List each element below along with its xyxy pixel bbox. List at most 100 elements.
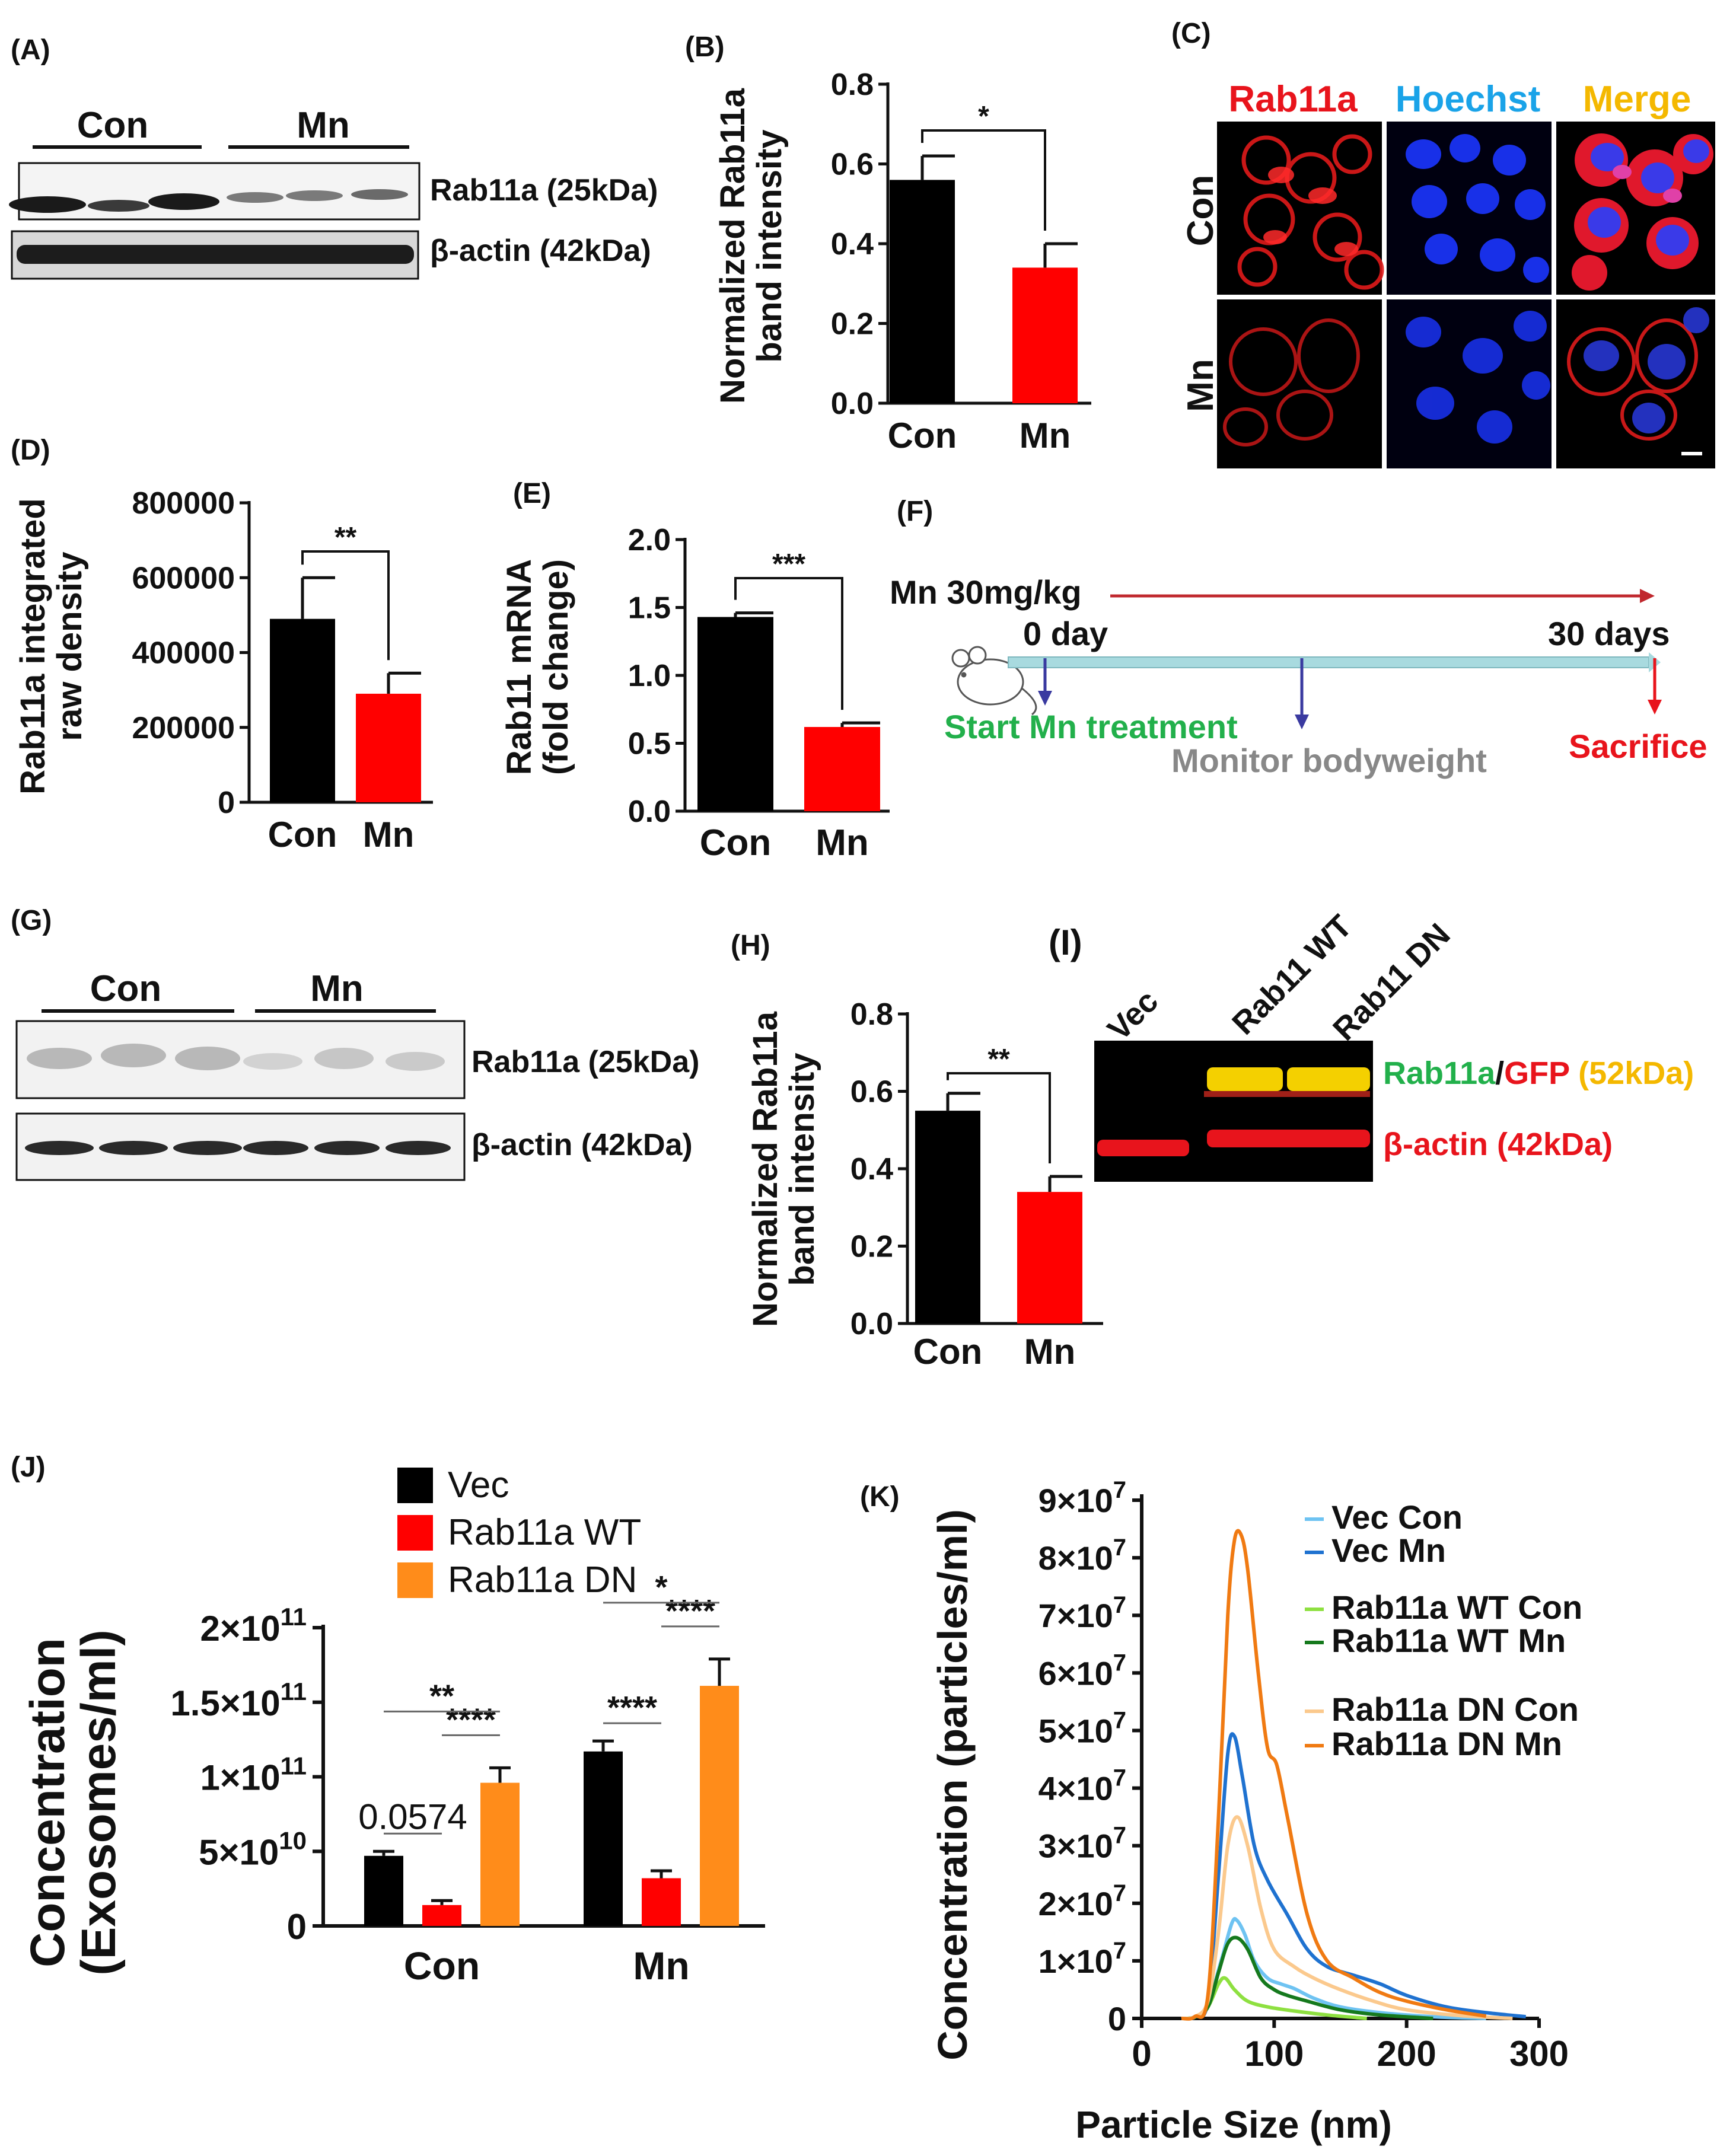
panel-j-category-label: Mn bbox=[633, 1944, 689, 1988]
panel-a: (A) Con Mn Rab11a (25kDa) β-actin (42kDa… bbox=[9, 34, 658, 280]
panel-j-significance: * bbox=[655, 1570, 667, 1605]
panel-k-tick-exponent: 7 bbox=[1113, 1765, 1126, 1791]
panel-c-row-con: Con bbox=[1180, 175, 1221, 247]
panel-k-plot: 01×1072×1073×1074×1075×1076×1077×1078×10… bbox=[1038, 1477, 1569, 2074]
panel-j-significance: **** bbox=[665, 1593, 715, 1629]
panel-b-ylabel: Normalized Rab11a band intensity bbox=[713, 88, 789, 404]
panel-j-legend-label: Vec bbox=[448, 1465, 509, 1506]
panel-f-end-label: 30 days bbox=[1548, 615, 1670, 652]
panel-k-tick-label: 9×107 bbox=[1038, 1477, 1126, 1519]
panel-k-series-vec-mn bbox=[1181, 1732, 1526, 2021]
panel-j-tick-base: 2×10 bbox=[200, 1609, 280, 1648]
panel-h-ylabel-line2: band intensity bbox=[783, 1053, 821, 1286]
panel-i-band-vec-actin bbox=[1097, 1140, 1189, 1156]
panel-d-tick-label: 0 bbox=[218, 786, 235, 820]
panel-f-label: (F) bbox=[897, 496, 933, 527]
panel-k-series-rab11a-dn-mn bbox=[1181, 1529, 1487, 2021]
panel-j-tick-base: 1.5×10 bbox=[170, 1683, 280, 1723]
panel-j-tick-exponent: 10 bbox=[279, 1826, 307, 1854]
panel-j-tick-label: 5×1010 bbox=[199, 1826, 307, 1872]
panel-b-bar-mn bbox=[1012, 267, 1078, 403]
panel-a-rab11a-blot bbox=[18, 162, 420, 221]
panel-k-legend-label: Vec Mn bbox=[1331, 1532, 1446, 1569]
panel-j-legend-label: Rab11a WT bbox=[448, 1512, 641, 1553]
panel-i-band-dn-gfp bbox=[1287, 1067, 1370, 1091]
panel-k-tick-base: 8×10 bbox=[1038, 1539, 1113, 1577]
panel-d-tick-label: 600000 bbox=[132, 561, 235, 595]
panel-k-tick-label: 8×107 bbox=[1038, 1535, 1126, 1577]
panel-i-band-wt-gfp bbox=[1207, 1067, 1283, 1091]
panel-b-ylabel-line2: band intensity bbox=[750, 129, 789, 362]
panel-a-group-con: Con bbox=[77, 105, 149, 146]
panel-b-tick-label: 0.4 bbox=[831, 227, 874, 261]
panel-k-tick-label: 6×107 bbox=[1038, 1650, 1126, 1692]
panel-k-tick-base: 0 bbox=[1108, 2000, 1126, 2037]
panel-b-plot: 0.0 0.2 0.4 0.6 0.8 Con Mn * bbox=[831, 68, 1091, 455]
panel-k-tick-exponent: 7 bbox=[1113, 1707, 1126, 1733]
panel-d-ylabel: Rab11a integrated raw density bbox=[14, 498, 89, 795]
panel-j-tick-label: 2×1011 bbox=[200, 1603, 307, 1648]
panel-j-bar bbox=[364, 1855, 403, 1926]
panel-i-band-glow bbox=[1204, 1091, 1370, 1097]
panel-j-legend-swatch bbox=[397, 1515, 433, 1551]
panel-k-tick-base: 5×10 bbox=[1038, 1712, 1113, 1749]
panel-b-label: (B) bbox=[685, 31, 725, 63]
panel-k-series-rab11a-wt-mn bbox=[1181, 1935, 1433, 2021]
panel-h-plot: 0.0 0.2 0.4 0.6 0.8 Con Mn ** bbox=[850, 997, 1103, 1372]
panel-e-category-label: Mn bbox=[815, 822, 869, 863]
panel-d-significance-bracket bbox=[301, 550, 390, 661]
panel-e-bar-mn bbox=[804, 727, 880, 811]
panel-c-con-nuclei bbox=[1406, 134, 1549, 283]
panel-d-tick-label: 400000 bbox=[132, 636, 235, 671]
panel-i-band-wt-dn-actin bbox=[1207, 1130, 1370, 1147]
panel-j-tick-base: 0 bbox=[287, 1907, 307, 1947]
panel-f-dose-arrowhead bbox=[1640, 589, 1655, 603]
panel-i-lane-vec: Vec bbox=[1101, 983, 1165, 1047]
panel-d-category-label: Con bbox=[268, 815, 337, 854]
panel-a-actin-band bbox=[17, 245, 414, 264]
panel-d: (D) Rab11a integrated raw density 0 20000… bbox=[11, 435, 433, 854]
panel-f-dose: Mn 30mg/kg bbox=[890, 573, 1082, 611]
mouse-icon bbox=[951, 646, 1037, 716]
panel-f-step-monitor: Monitor bodyweight bbox=[1171, 742, 1487, 779]
panel-e-plot: 0.0 0.5 1.0 1.5 2.0 Con Mn *** bbox=[628, 523, 890, 863]
panel-k-ylabel: Concentration (particles/ml) bbox=[929, 1509, 976, 2061]
panel-a-band-label-actin: β-actin (42kDa) bbox=[430, 234, 651, 268]
panel-g-band-label-actin: β-actin (42kDa) bbox=[472, 1128, 693, 1162]
panel-j-tick-exponent: 11 bbox=[281, 1752, 307, 1780]
panel-c-row-mn: Mn bbox=[1180, 359, 1221, 412]
panel-c-tile-mn-rab11a bbox=[1217, 299, 1382, 468]
panel-c-channel-rab11a: Rab11a bbox=[1228, 79, 1358, 120]
panel-k-tick-exponent: 7 bbox=[1113, 1535, 1126, 1561]
panel-c-con-rab11a-puncta bbox=[1263, 167, 1358, 256]
panel-e-ylabel-line1: Rab11 mRNA bbox=[500, 559, 539, 775]
panel-e-significance-bracket bbox=[734, 577, 843, 710]
panel-e-tick-label: 1.5 bbox=[628, 591, 671, 626]
panel-g-actin-bands bbox=[25, 1141, 451, 1155]
panel-g: (G) Con Mn Rab11a (25kDa) β-actin (42kDa… bbox=[11, 905, 699, 1181]
panel-j-tick-base: 5×10 bbox=[199, 1832, 279, 1872]
panel-d-plot: 0 200000 400000 600000 800000 Con Mn ** bbox=[132, 486, 433, 854]
panel-j-legend-swatch bbox=[397, 1562, 433, 1598]
panel-c-label: (C) bbox=[1171, 18, 1211, 49]
panel-j-tick-exponent: 11 bbox=[281, 1677, 307, 1705]
panel-j-ylabel: Concentration (Exosomes/ml) bbox=[21, 1629, 126, 1975]
panel-c-channel-merge: Merge bbox=[1583, 79, 1691, 120]
panel-j-tick-exponent: 11 bbox=[281, 1603, 307, 1631]
panel-k-tick-label: 2×107 bbox=[1038, 1880, 1126, 1922]
panel-f-step-start: Start Mn treatment bbox=[944, 708, 1238, 745]
panel-h-category-label: Con bbox=[913, 1332, 983, 1372]
panel-c-channel-hoechst: Hoechst bbox=[1396, 79, 1541, 120]
panel-h-tick-label: 0.2 bbox=[850, 1230, 893, 1264]
panel-j-significance: 0.0574 bbox=[358, 1797, 467, 1836]
panel-i-blot bbox=[1094, 1041, 1373, 1182]
panel-e-ylabel: Rab11 mRNA (fold change) bbox=[500, 559, 575, 775]
panel-h-ylabel: Normalized Rab11a band intensity bbox=[746, 1011, 821, 1327]
panel-k-tick-base: 1×10 bbox=[1038, 1943, 1113, 1980]
panel-b-tick-label: 0.0 bbox=[831, 387, 874, 421]
panel-k-tick-exponent: 7 bbox=[1113, 1880, 1126, 1906]
panel-i-label-kda: (52kDa) bbox=[1578, 1055, 1694, 1091]
panel-j-bar bbox=[700, 1686, 739, 1926]
panel-c-mn-rab11a-cells bbox=[1223, 318, 1360, 446]
